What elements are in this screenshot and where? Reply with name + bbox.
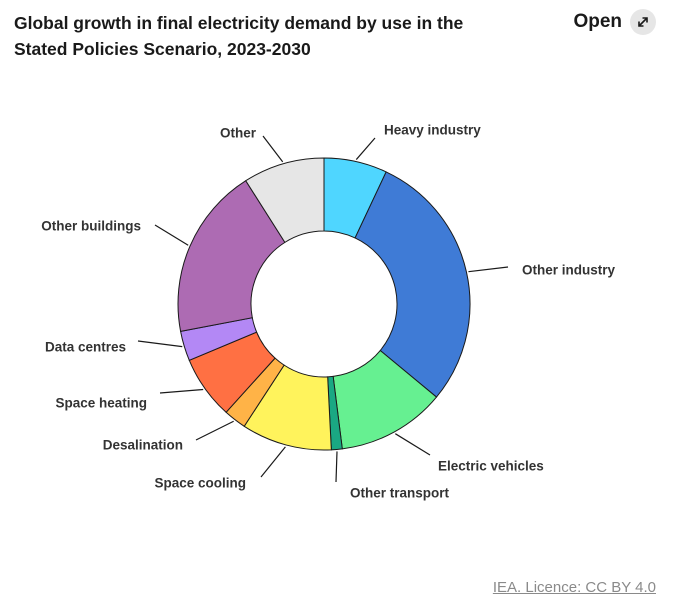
- label-data-centres: Data centres: [45, 340, 126, 355]
- leader-line-space-cooling: [260, 446, 286, 478]
- label-heavy-industry: Heavy industry: [384, 123, 481, 138]
- chart-title: Global growth in final electricity deman…: [14, 13, 464, 59]
- leader-line-electric-vehicles: [394, 433, 431, 456]
- label-other-transport: Other transport: [350, 486, 450, 501]
- label-other-industry: Other industry: [522, 263, 616, 278]
- leader-line-desalination: [195, 420, 234, 441]
- label-other-buildings: Other buildings: [41, 219, 141, 234]
- open-button[interactable]: Open: [573, 9, 656, 35]
- leader-line-data-centres: [137, 340, 183, 348]
- expand-arrows-icon: [630, 9, 656, 35]
- label-electric-vehicles: Electric vehicles: [438, 459, 544, 474]
- label-space-heating: Space heating: [55, 396, 147, 411]
- slice-other-buildings[interactable]: [177, 180, 286, 332]
- leader-line-other-transport: [335, 451, 338, 483]
- leader-line-other: [262, 135, 284, 163]
- licence-link[interactable]: IEA. Licence: CC BY 4.0: [492, 579, 656, 596]
- leader-line-other-buildings: [154, 224, 189, 246]
- leader-line-space-heating: [159, 388, 204, 394]
- donut-chart: Heavy industry Other industry Electric veh…: [41, 123, 616, 501]
- leader-line-other-industry: [468, 266, 509, 273]
- label-other: Other: [220, 126, 257, 141]
- slice-other-industry[interactable]: [354, 171, 471, 398]
- leader-line-heavy-industry: [355, 137, 376, 160]
- label-space-cooling: Space cooling: [154, 476, 246, 491]
- label-desalination: Desalination: [103, 438, 183, 453]
- slice-other[interactable]: [245, 157, 325, 244]
- open-button-label: Open: [573, 11, 622, 32]
